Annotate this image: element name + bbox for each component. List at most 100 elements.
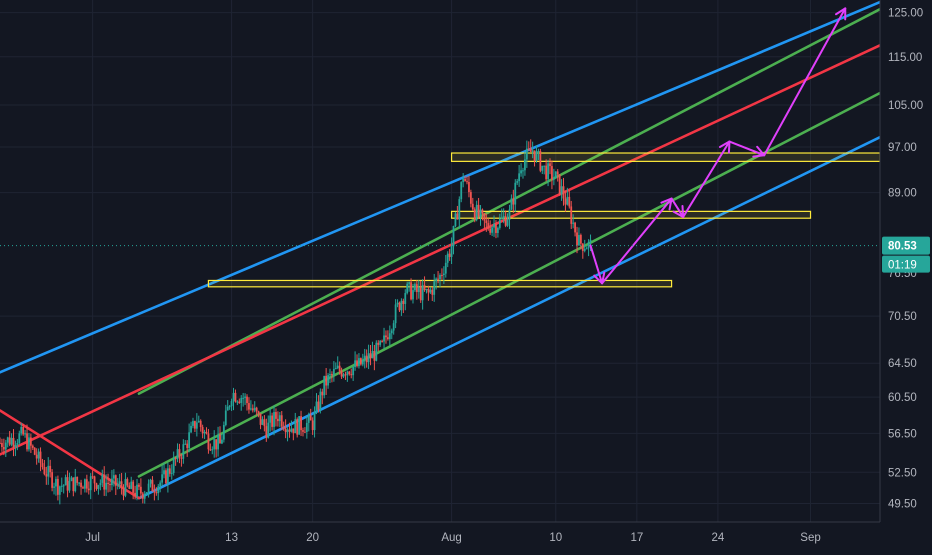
- projection-arrows[interactable]: [589, 7, 847, 285]
- candle-body: [111, 478, 113, 486]
- candle-body: [126, 479, 129, 486]
- candle-body: [151, 479, 154, 492]
- candle-body: [28, 437, 30, 450]
- candle-body: [194, 421, 196, 429]
- candle-body: [481, 209, 484, 214]
- candle-body: [76, 476, 79, 483]
- candle-body: [192, 421, 194, 426]
- projection-segment[interactable]: [589, 244, 604, 285]
- candle-body: [412, 290, 414, 300]
- channel-outer-lower-line[interactable]: [137, 135, 882, 500]
- time-axis[interactable]: Jul 13 20 Aug 10 17 24 Sep: [0, 521, 932, 550]
- candle-body: [118, 481, 121, 485]
- candle-body: [78, 482, 81, 484]
- candle-body: [570, 206, 573, 224]
- candle-body: [288, 429, 291, 432]
- candle-body: [566, 196, 569, 205]
- candle-body: [441, 275, 443, 277]
- candle-body: [302, 430, 304, 432]
- candle-body: [587, 241, 590, 249]
- candle-body: [0, 442, 1, 444]
- candle-body: [444, 262, 447, 274]
- candle-body: [427, 288, 430, 293]
- candle-body: [31, 445, 34, 448]
- projection-segment[interactable]: [682, 140, 731, 218]
- candle-body: [506, 219, 509, 226]
- candle-body: [35, 454, 38, 459]
- candle-body: [136, 484, 138, 497]
- price-tick-label: 60.50: [888, 392, 917, 404]
- candle-body: [473, 209, 476, 220]
- candle-body: [454, 213, 457, 227]
- candle-body: [284, 428, 287, 433]
- candle-body: [423, 285, 426, 291]
- candle-body: [522, 170, 524, 172]
- projection-segment[interactable]: [763, 7, 847, 157]
- candle-body: [2, 446, 5, 450]
- candle-body: [112, 475, 115, 479]
- candle-body: [429, 289, 432, 293]
- candle-body: [269, 415, 272, 423]
- candle-body: [325, 375, 328, 386]
- candle-body: [377, 342, 380, 345]
- candle-body: [275, 412, 277, 419]
- candle-body: [273, 412, 275, 427]
- candle-body: [458, 199, 461, 220]
- candle-body: [304, 431, 306, 433]
- price-axis[interactable]: 125.00 115.00 105.00 97.00 89.00 70.50 64.50 60…: [879, 0, 932, 550]
- projection-segment[interactable]: [601, 197, 673, 285]
- candle-body: [195, 422, 198, 429]
- channel-median-line[interactable]: [0, 44, 882, 456]
- candle-body: [551, 166, 553, 180]
- channel-outer-upper-line[interactable]: [0, 0, 882, 374]
- candle-body: [199, 420, 202, 428]
- candle-body: [84, 479, 86, 489]
- candle-body: [576, 232, 578, 246]
- candle-body: [311, 420, 314, 431]
- price-badges: 80.53 01:19: [882, 236, 930, 273]
- candle-body: [385, 335, 387, 338]
- candle-body: [554, 171, 557, 178]
- channel-inner-upper-line[interactable]: [137, 7, 882, 395]
- candle-body: [282, 426, 285, 429]
- candle-body: [400, 300, 403, 311]
- candle-body: [305, 422, 308, 433]
- candle-body: [585, 248, 588, 250]
- candle-body: [388, 333, 391, 340]
- candle-body: [147, 483, 150, 493]
- projection-segment[interactable]: [670, 197, 685, 218]
- candle-body: [500, 217, 503, 219]
- candle-body: [415, 284, 418, 293]
- candle-body: [578, 235, 580, 246]
- candle-body: [448, 253, 451, 257]
- candle-body: [369, 353, 372, 359]
- candle-body: [170, 472, 173, 474]
- current-price-label: 80.53: [888, 241, 917, 253]
- candle-body: [222, 425, 225, 440]
- zone-rect-1[interactable]: [450, 152, 881, 162]
- candle-body: [62, 485, 65, 487]
- candle-body: [491, 227, 494, 233]
- price-axis-background: [880, 0, 932, 550]
- candle-body: [502, 216, 505, 218]
- candle-body: [456, 213, 459, 220]
- candle-body: [583, 248, 586, 251]
- candle-body: [365, 355, 368, 363]
- candle-body: [300, 416, 302, 431]
- candle-body: [340, 371, 343, 377]
- candle-body: [346, 371, 349, 376]
- candle-body: [10, 437, 13, 445]
- candle-body: [8, 437, 11, 445]
- candle-body: [442, 273, 445, 276]
- candle-body: [309, 415, 312, 421]
- candle-body: [404, 293, 407, 304]
- candle-body: [134, 492, 136, 497]
- projection-segment[interactable]: [728, 140, 766, 157]
- candle-body: [371, 350, 374, 359]
- candle-body: [331, 374, 333, 376]
- zone-rect-2[interactable]: [450, 210, 812, 219]
- candle-body: [165, 470, 167, 484]
